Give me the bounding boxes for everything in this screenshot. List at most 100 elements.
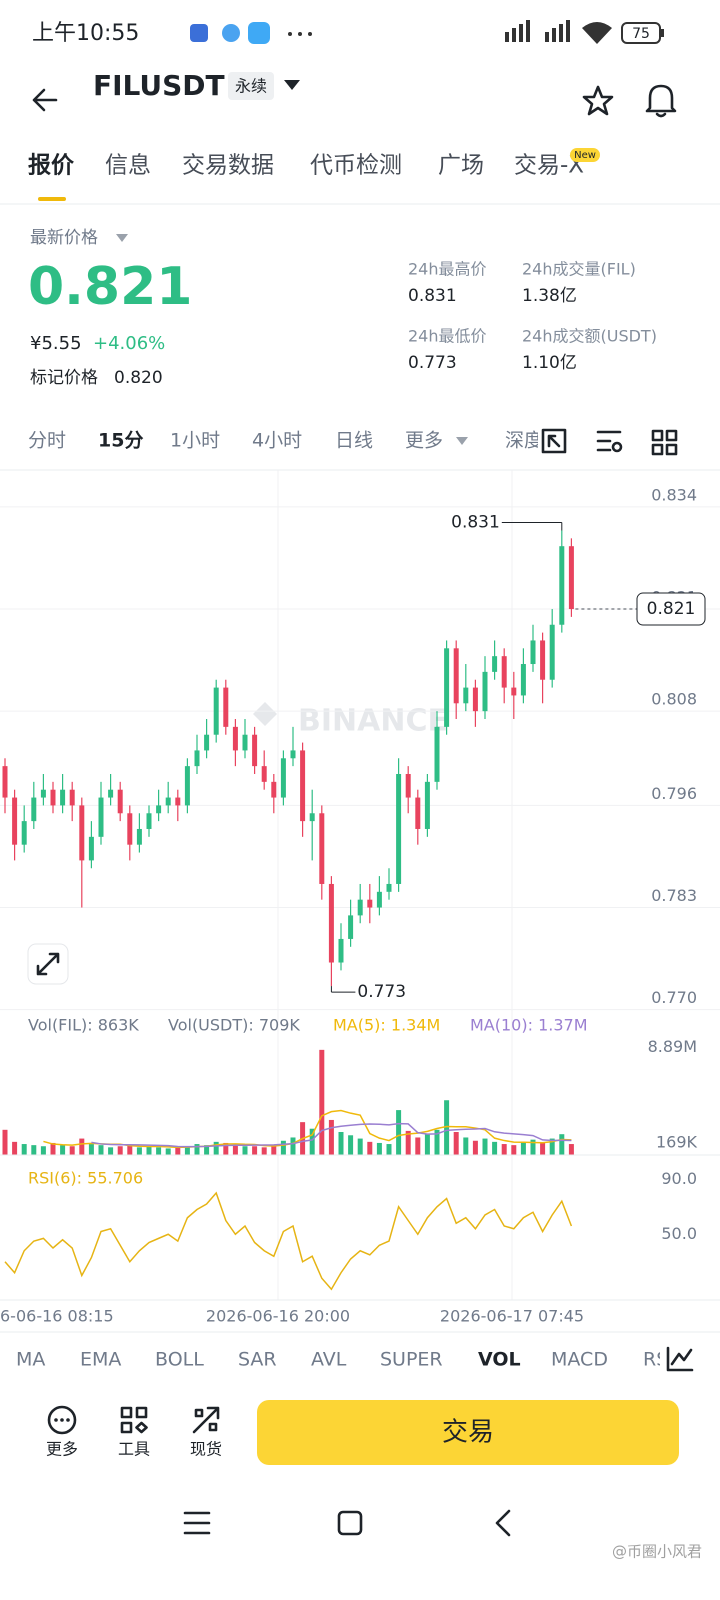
candle-body xyxy=(232,726,238,751)
tool-bg xyxy=(538,422,720,462)
candle-body xyxy=(252,734,258,767)
volume-bar xyxy=(540,1142,546,1155)
indicator[interactable]: SUPER xyxy=(380,1349,443,1371)
volume-bar xyxy=(309,1128,315,1155)
interval[interactable]: 1小时 xyxy=(170,430,220,452)
rsi-tick-label: 90.0 xyxy=(661,1169,697,1188)
action-label[interactable]: 更多 xyxy=(46,1440,78,1459)
watermark: @币圈小风君 xyxy=(612,1543,702,1561)
volume-bar xyxy=(98,1145,104,1155)
indicator[interactable]: EMA xyxy=(80,1349,121,1371)
stat-label: 24h成交量(FIL) xyxy=(522,260,636,279)
interval[interactable]: 分时 xyxy=(28,430,66,452)
volume-legend: Vol(USDT): 709K xyxy=(168,1016,300,1035)
action-label[interactable]: 工具 xyxy=(118,1440,150,1459)
symbol-dropdown[interactable] xyxy=(284,80,300,90)
last-price-label: 0.821 xyxy=(647,599,696,619)
more-dropdown xyxy=(456,437,468,445)
stat-value: 1.10亿 xyxy=(522,353,577,373)
candle-body xyxy=(261,766,267,782)
candle-body xyxy=(511,687,517,696)
trade-button[interactable] xyxy=(257,1400,679,1465)
y-tick-label: 0.808 xyxy=(651,690,697,709)
tab[interactable]: 交易数据 xyxy=(182,153,274,179)
indicator[interactable]: BOLL xyxy=(155,1349,204,1371)
layout-button[interactable] xyxy=(651,429,678,456)
volume-bar xyxy=(472,1140,478,1155)
x-tick-label: 2026-06-17 07:45 xyxy=(440,1307,584,1326)
volume-bar xyxy=(175,1147,181,1155)
candle-body xyxy=(88,836,94,861)
price-change: +4.06% xyxy=(93,333,165,354)
candle-body xyxy=(21,821,27,845)
volume-bar xyxy=(559,1134,565,1155)
interval[interactable]: 15分 xyxy=(98,430,143,452)
indicator[interactable]: SAR xyxy=(238,1349,277,1371)
volume-bar xyxy=(146,1146,152,1155)
expand-icon xyxy=(36,952,60,976)
volume-bar xyxy=(213,1141,219,1155)
back-button[interactable] xyxy=(32,88,58,112)
candle-body xyxy=(165,797,171,806)
stat-value: 0.773 xyxy=(408,353,457,373)
y-tick-label: 0.796 xyxy=(651,784,697,803)
candle-body xyxy=(2,766,8,798)
chart-settings[interactable] xyxy=(596,430,623,453)
tab-indicator xyxy=(38,197,66,201)
volume-bar xyxy=(453,1132,459,1155)
interval[interactable]: 深度 xyxy=(505,430,543,452)
volume-bar xyxy=(242,1146,248,1155)
candle-body xyxy=(530,640,536,665)
candle-body xyxy=(415,797,421,829)
rsi-tick-label: 50.0 xyxy=(661,1224,697,1243)
candle-body xyxy=(213,687,219,735)
alert-button[interactable] xyxy=(645,84,677,118)
volume-bar xyxy=(165,1148,171,1155)
tab[interactable]: 广场 xyxy=(438,153,484,179)
action-label[interactable]: 现货 xyxy=(190,1440,222,1459)
candle-body xyxy=(309,813,315,822)
indicator-settings[interactable] xyxy=(666,1346,694,1372)
volume-bar xyxy=(568,1144,574,1155)
volume-bar xyxy=(444,1100,450,1155)
volume-bar xyxy=(79,1138,85,1155)
new-badge: New xyxy=(574,150,596,161)
last-price-box xyxy=(636,592,706,626)
volume-bar xyxy=(261,1147,267,1155)
volume-bar xyxy=(88,1144,94,1155)
indicator-tool-bg xyxy=(660,1340,720,1380)
favorite-button[interactable] xyxy=(582,85,614,116)
candle-body xyxy=(184,766,190,806)
drawing-tool[interactable] xyxy=(541,428,567,454)
candle-body xyxy=(204,734,210,751)
volume-bar xyxy=(376,1142,382,1155)
volume-bar xyxy=(424,1134,430,1155)
tab[interactable]: 信息 xyxy=(105,153,151,179)
tools-icon xyxy=(120,1406,148,1434)
tab[interactable]: 代币检测 xyxy=(310,153,402,179)
volume-bar xyxy=(549,1138,555,1155)
tab[interactable]: 报价 xyxy=(28,153,75,179)
indicator[interactable]: AVL xyxy=(311,1349,347,1371)
price-dropdown[interactable] xyxy=(116,234,128,242)
candle-body xyxy=(242,734,248,751)
volume-tick-label: 8.89M xyxy=(648,1037,697,1056)
candle-body xyxy=(117,789,123,814)
indicator[interactable]: VOL xyxy=(478,1349,521,1371)
volume-bar xyxy=(405,1130,411,1155)
candle-body xyxy=(434,726,440,782)
volume-bar xyxy=(415,1137,421,1155)
interval[interactable]: 4小时 xyxy=(252,430,302,452)
candle-body xyxy=(50,789,56,806)
indicator[interactable]: MA xyxy=(16,1349,45,1371)
interval[interactable]: 更多 xyxy=(405,430,443,452)
volume-legend: MA(5): 1.34M xyxy=(333,1016,440,1035)
interval[interactable]: 日线 xyxy=(335,430,373,452)
indicator[interactable]: MACD xyxy=(551,1349,608,1371)
status-time: 上午10:55 xyxy=(32,21,139,46)
candle-body xyxy=(540,640,546,680)
candle-body xyxy=(69,789,75,806)
volume-bar xyxy=(156,1147,162,1155)
candle-body xyxy=(328,883,334,963)
candle-body xyxy=(396,773,402,884)
